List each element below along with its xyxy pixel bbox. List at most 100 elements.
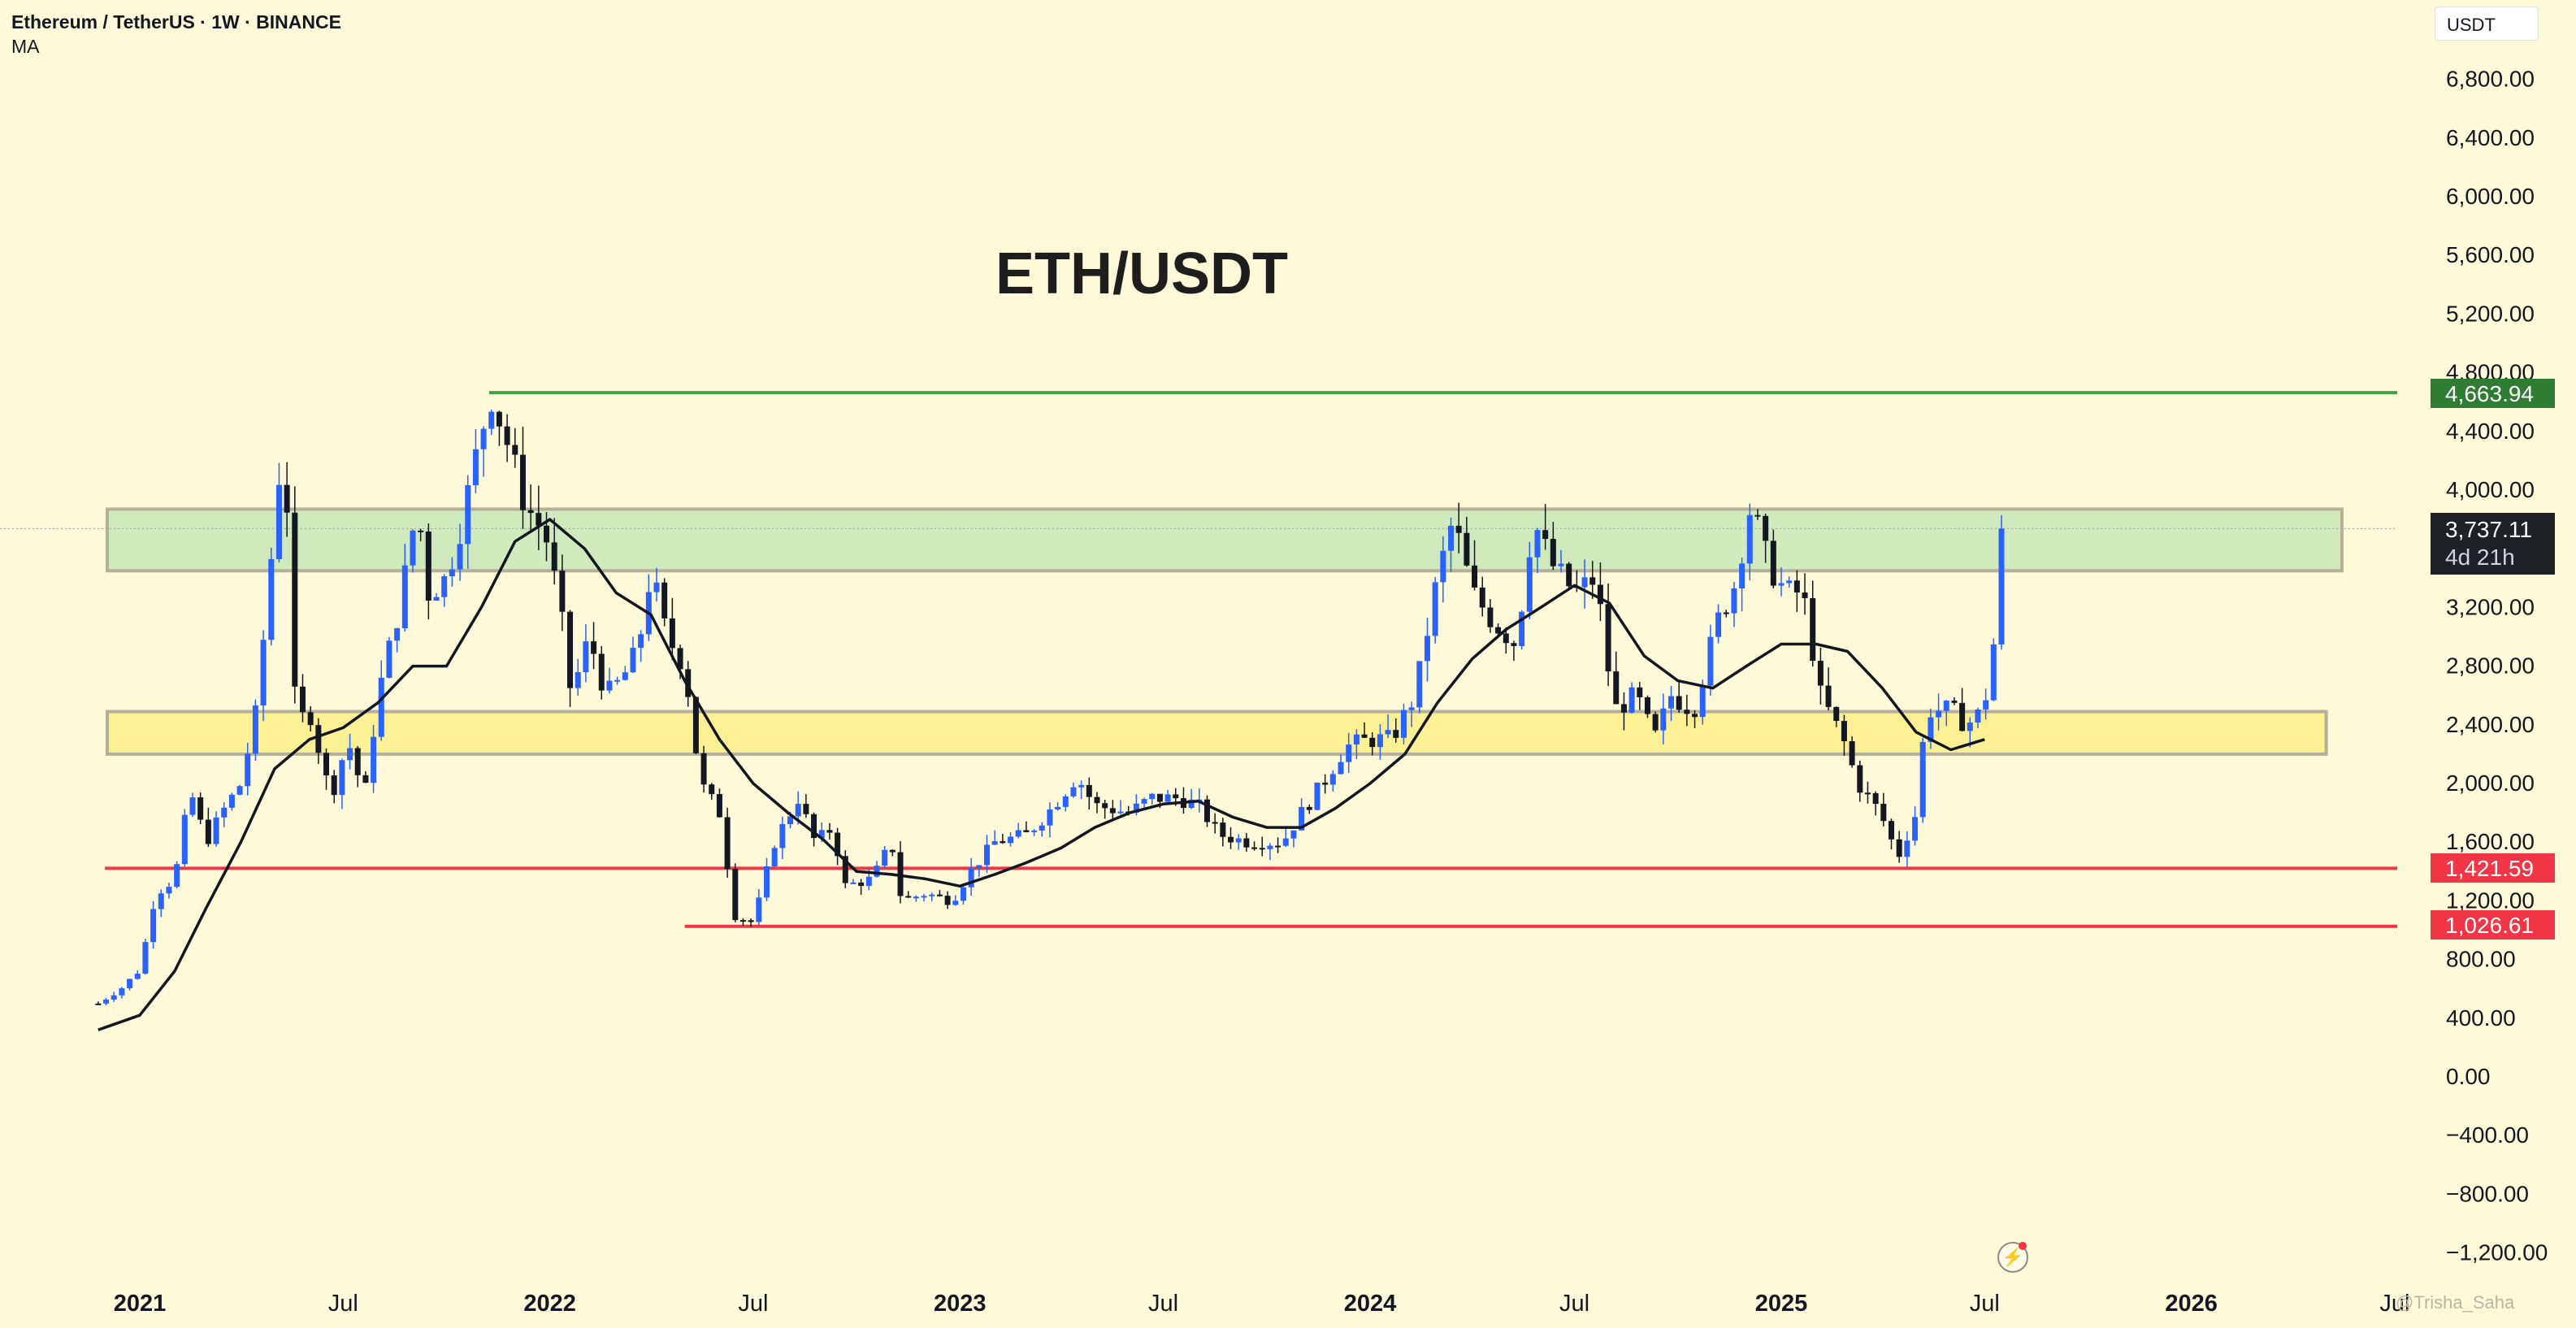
candle-body <box>425 532 432 601</box>
candle-body <box>835 832 841 857</box>
candle-body <box>1377 734 1383 748</box>
candle-body <box>371 736 377 783</box>
candle-body <box>614 679 621 682</box>
candle-body <box>1306 806 1312 810</box>
y-tick-label: 2,400.00 <box>2446 712 2535 737</box>
candle-body <box>771 848 778 867</box>
candle-body <box>1707 636 1714 686</box>
y-axis[interactable]: 6,800.00 6,400.00 6,000.00 5,600.00 5,200.00… <box>2446 67 2548 1265</box>
candle-body <box>716 794 722 818</box>
moving-average-line <box>98 518 1985 1031</box>
candle-body <box>1739 563 1746 589</box>
candle-body <box>850 882 856 884</box>
candle-body <box>95 1003 102 1005</box>
candle-body <box>929 894 935 896</box>
candle-body <box>842 856 848 883</box>
y-tick-label: 2,000.00 <box>2446 770 2535 796</box>
candle-body <box>1031 830 1038 832</box>
candle-body <box>512 445 518 455</box>
candle-body <box>465 484 471 545</box>
y-tick-label: 4,000.00 <box>2446 477 2535 502</box>
candle-body <box>1919 741 1926 818</box>
candle-body <box>410 530 416 566</box>
candle-body <box>583 641 589 672</box>
candle-body <box>575 671 581 688</box>
x-tick-label: 2023 <box>934 1291 987 1317</box>
candle-body <box>268 558 275 640</box>
candle-body <box>1644 697 1650 714</box>
candle-body <box>197 797 204 820</box>
green-zone[interactable] <box>106 507 2344 573</box>
candle-body <box>536 513 542 526</box>
candle-body <box>1754 514 1761 517</box>
candle-body <box>567 611 574 688</box>
candle-body <box>1503 633 1509 644</box>
candle-body <box>1086 784 1092 797</box>
candle-body <box>905 896 912 898</box>
x-tick-label: Jul <box>1970 1291 2000 1317</box>
candle-body <box>1912 817 1919 841</box>
candle-body <box>692 697 699 753</box>
candle-body <box>1786 580 1793 584</box>
candle-body <box>174 864 180 888</box>
candle-body <box>449 569 455 577</box>
candle-body <box>205 819 211 844</box>
candle-body <box>1322 782 1329 785</box>
candle-body <box>1314 782 1321 810</box>
x-tick-label: 2024 <box>1344 1291 1397 1317</box>
candle-body <box>1660 708 1667 731</box>
candle-body <box>1959 702 1966 731</box>
candle-body <box>1872 792 1879 805</box>
candle-body <box>1141 799 1147 804</box>
x-tick-label: 2022 <box>523 1291 576 1317</box>
candle-body <box>1542 530 1549 540</box>
current-price-badge: 3,737.11 4d 21h <box>2431 513 2555 575</box>
symbol-title[interactable]: Ethereum / TetherUS · 1W · BINANCE <box>11 11 341 33</box>
candle-body <box>527 510 534 514</box>
candle-body <box>1353 734 1360 745</box>
resistance-price-badge: 4,663.94 <box>2431 379 2555 408</box>
candle-body <box>119 987 125 996</box>
yellow-zone[interactable] <box>106 710 2328 756</box>
candle-body <box>936 894 943 896</box>
candle-body <box>245 753 251 787</box>
candle-body <box>1880 804 1887 822</box>
candle-body <box>1416 661 1423 708</box>
candle-body <box>401 565 408 629</box>
candle-body <box>1329 774 1336 785</box>
x-tick-label: Jul <box>738 1291 768 1317</box>
y-tick-label: 6,400.00 <box>2446 125 2535 150</box>
candle-body <box>1841 721 1847 742</box>
candle-body <box>669 618 675 649</box>
candle-body <box>103 999 110 1004</box>
candle-body <box>1464 532 1470 566</box>
candle-body <box>1008 836 1014 844</box>
candle-body <box>1408 707 1415 710</box>
candle-body <box>944 896 951 905</box>
candle-body <box>221 807 228 818</box>
candle-body <box>787 816 794 825</box>
indicator-label[interactable]: MA <box>11 36 40 57</box>
candle-body <box>1149 793 1156 800</box>
x-tick-label: Jul <box>1559 1291 1589 1317</box>
y-tick-label: 6,000.00 <box>2446 184 2535 209</box>
moving-average-layer <box>98 518 1985 1031</box>
candle-body <box>1109 808 1116 814</box>
candle-body <box>1448 525 1455 551</box>
x-axis[interactable]: 2021 Jul 2022 Jul 2023 Jul 2024 Jul 2025 Jul 2026 J… <box>114 1291 2410 1317</box>
candle-body <box>1203 799 1210 822</box>
candle-body <box>638 634 644 649</box>
candle-body <box>976 865 982 869</box>
candle-body <box>275 484 282 559</box>
currency-unit-button[interactable]: USDT <box>2435 7 2539 41</box>
candle-body <box>1763 515 1769 541</box>
candle-body <box>1015 830 1021 837</box>
candle-body <box>739 920 746 922</box>
candle-body <box>480 428 487 449</box>
candle-body <box>236 786 243 795</box>
y-tick-label: 4,400.00 <box>2446 419 2535 444</box>
candle-body <box>803 804 809 814</box>
